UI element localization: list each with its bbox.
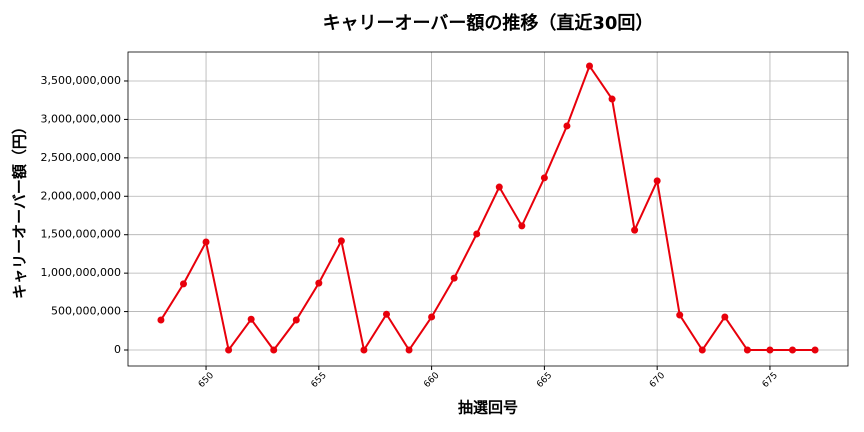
- point: [292, 316, 300, 324]
- point: [428, 313, 436, 321]
- point: [540, 174, 548, 182]
- point: [202, 238, 210, 246]
- point: [811, 346, 819, 354]
- point: [563, 122, 571, 130]
- x-axis-label: 抽選回号: [458, 399, 518, 417]
- point: [337, 237, 345, 245]
- point: [450, 274, 458, 282]
- point: [518, 222, 526, 230]
- x-tick-label: 655: [310, 371, 329, 390]
- point: [743, 346, 751, 354]
- x-tick-label: 660: [422, 371, 441, 390]
- point: [698, 346, 706, 354]
- point: [766, 346, 774, 354]
- point: [382, 310, 390, 318]
- y-tick-label: 500,000,000: [51, 305, 121, 318]
- y-tick-label: 3,500,000,000: [41, 74, 121, 87]
- point: [721, 313, 729, 321]
- point: [608, 95, 616, 103]
- point: [789, 346, 797, 354]
- x-tick-label: 650: [197, 371, 216, 390]
- line: [160, 63, 816, 353]
- x-tick-label: 670: [648, 371, 667, 390]
- point: [473, 230, 481, 238]
- point: [405, 346, 413, 354]
- point: [270, 346, 278, 354]
- point: [315, 279, 323, 287]
- point: [157, 316, 165, 324]
- plot-frame: [127, 51, 849, 367]
- y-tick-label: 2,000,000,000: [41, 189, 121, 202]
- y-tick-label: 2,500,000,000: [41, 151, 121, 164]
- chart-title: キャリーオーバー額の推移（直近30回）: [323, 12, 654, 34]
- point: [586, 62, 594, 70]
- y-axis-label: キャリーオーバー額（円）: [11, 119, 29, 299]
- point: [631, 226, 639, 234]
- y-tick-label: 3,000,000,000: [41, 112, 121, 125]
- x-tick-label: 665: [535, 371, 554, 390]
- point: [676, 311, 684, 319]
- point: [360, 346, 368, 354]
- y-tick-label: 1,000,000,000: [41, 266, 121, 279]
- y-tick-label: 1,500,000,000: [41, 228, 121, 241]
- x-tick-label: 675: [761, 371, 780, 390]
- point: [225, 346, 233, 354]
- point: [247, 315, 255, 323]
- point: [179, 280, 187, 288]
- y-tick-label: 0: [114, 343, 121, 356]
- point: [495, 183, 503, 191]
- point: [653, 177, 661, 185]
